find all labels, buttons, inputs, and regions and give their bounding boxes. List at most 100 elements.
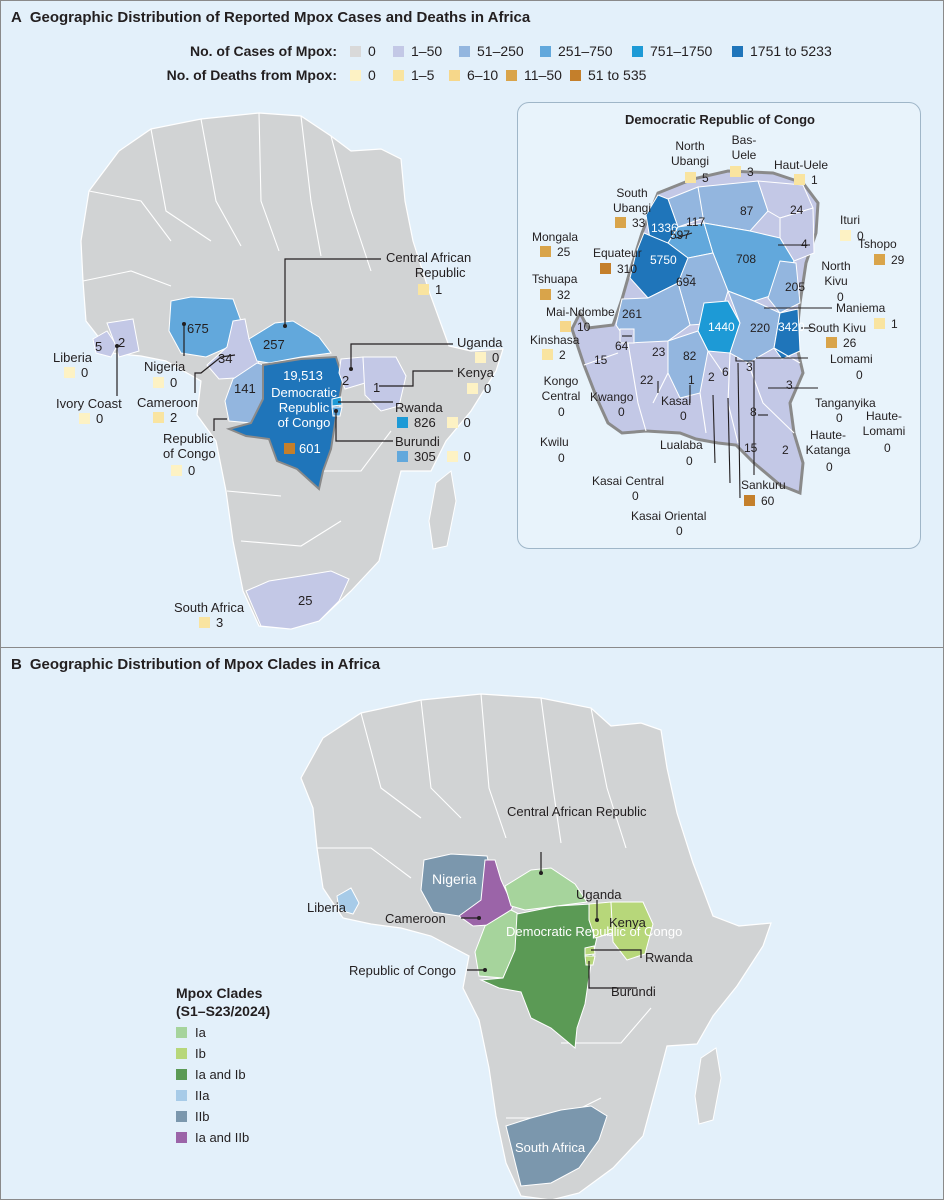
- kasai-cases: 82: [683, 349, 697, 363]
- tanganyika-deaths: 0: [836, 411, 843, 425]
- mongala-cases: 597: [670, 228, 691, 242]
- nigeria-label: Nigeria: [144, 359, 186, 374]
- rwanda-shape: [331, 396, 343, 407]
- b-drc-label: Democratic Republic of Congo: [506, 924, 682, 939]
- lualaba-deaths: 0: [686, 454, 693, 468]
- haute-katanga-label: Haute- Katanga: [805, 428, 851, 457]
- maniema-cases: 220: [750, 321, 771, 335]
- kenya-deaths: 0: [467, 381, 491, 396]
- cases-legend-item: 51–250: [459, 43, 524, 59]
- south-ubangi-label: South Ubangi: [612, 186, 652, 215]
- drc-label: Democratic Republic of Congo: [271, 385, 337, 430]
- tanganyika-cases: 3: [786, 378, 793, 392]
- clade-legend-item: IIb: [176, 1109, 270, 1125]
- haut-uele-label: Haut-Uele: [774, 158, 829, 172]
- ivory-coast-label: Ivory Coast: [56, 396, 122, 411]
- inset-title: Democratic Republic of Congo: [625, 112, 815, 127]
- ituri-shape: [779, 207, 815, 262]
- liberia-shape-b: [336, 887, 360, 915]
- kasai-oriental-deaths: 0: [676, 524, 683, 538]
- liberia-shape: [92, 330, 118, 358]
- car-shape-b: [504, 867, 588, 911]
- rwanda-label: Rwanda: [395, 400, 443, 415]
- mongala-deaths: 25: [540, 245, 570, 260]
- deaths-legend-item: 6–10: [449, 67, 498, 83]
- cases-legend-item: 1751 to 5233: [732, 43, 832, 59]
- tanganyika-label: Tanganyika: [815, 396, 876, 410]
- congo-deaths: 0: [171, 463, 195, 478]
- cameroon-label: Cameroon: [137, 395, 198, 410]
- cases-legend-title: No. of Cases of Mpox:: [189, 43, 337, 59]
- kasai-central-deaths: 0: [632, 489, 639, 503]
- north-ubangi-cases: 117: [686, 215, 706, 229]
- uganda-shape: [338, 356, 366, 390]
- sankuru-deaths: 60: [744, 494, 774, 509]
- car-cases: 257: [263, 337, 285, 352]
- lomami-cases: 3: [746, 360, 753, 374]
- maniema-shape: [727, 290, 781, 364]
- tshuapa-label: Tshuapa: [532, 272, 578, 286]
- mongala-label: Mongala: [532, 230, 579, 244]
- kenya-cases: 1: [373, 380, 381, 395]
- b-congo-label: Republic of Congo: [349, 963, 456, 978]
- lualaba-label: Lualaba: [660, 438, 703, 452]
- rwanda-values: 826 0: [397, 415, 471, 430]
- cases-legend-item: 251–750: [540, 43, 613, 59]
- south-africa-deaths: 3: [199, 615, 223, 630]
- south-africa-label: South Africa: [174, 600, 245, 615]
- clade-legend-item: Ia and Ib: [176, 1067, 270, 1083]
- liberia-label: Liberia: [53, 350, 93, 365]
- b-kenya-label: Kenya: [609, 915, 646, 930]
- kongo-central-cases: 15: [594, 353, 608, 367]
- south-kivu-shape: [773, 308, 801, 360]
- b-uganda-label: Uganda: [576, 887, 622, 902]
- country-borders-b: [317, 693, 652, 1119]
- uganda-label: Uganda: [457, 335, 503, 350]
- mai-ndombe-deaths: 10: [560, 320, 590, 335]
- uganda-shape-b: [588, 901, 616, 939]
- haute-katanga-cases: 2: [782, 443, 789, 457]
- south-ubangi-cases: 1336: [651, 221, 678, 235]
- b-liberia-label: Liberia: [307, 900, 347, 915]
- deaths-legend: No. of Deaths from Mpox: 0 1–5 6–10 11–5…: [1, 67, 943, 85]
- kasai-deaths: 0: [680, 409, 687, 423]
- kwango-label: Kwango: [590, 390, 634, 404]
- ituri-label: Ituri: [840, 213, 861, 227]
- kasai-central-cases: 1: [688, 373, 695, 387]
- kasai-oriental-cases: 6: [722, 365, 729, 379]
- b-car-label: Central African Republic: [507, 804, 647, 819]
- leader-lines-b: [461, 852, 642, 989]
- province-cases-15: 15: [744, 441, 758, 455]
- clade-legend-subtitle: (S1–S23/2024): [176, 1003, 271, 1019]
- south-kivu-cases: 3420: [778, 320, 805, 334]
- tshopo-cases: 708: [736, 252, 757, 266]
- b-nigeria-label: Nigeria: [432, 871, 477, 887]
- south-africa-shape-b: [505, 1105, 608, 1187]
- kinshasa-cases: 64: [615, 339, 629, 353]
- north-ubangi-deaths: 5: [685, 171, 709, 186]
- clade-legend-item: Ia: [176, 1025, 270, 1041]
- car-label: Central African Republic: [386, 250, 472, 280]
- burundi-values: 305 0: [397, 449, 471, 464]
- ivory-coast-shape: [106, 318, 140, 358]
- cases-legend-item: 0: [350, 43, 376, 59]
- congo-cases: 141: [234, 381, 256, 396]
- b-cameroon-label: Cameroon: [385, 911, 446, 926]
- kongo-central-deaths: 0: [558, 405, 565, 419]
- cases-legend-item: 751–1750: [632, 43, 712, 59]
- kwilu-label: Kwilu: [540, 435, 569, 449]
- sankuru-cases: 1440: [708, 320, 735, 334]
- kwilu-cases: 23: [652, 345, 666, 359]
- haute-lomami-label: Haute- Lomami: [862, 409, 906, 438]
- sankuru-label: Sankuru: [741, 478, 786, 492]
- north-kivu-label: North Kivu: [821, 259, 851, 288]
- mai-ndombe-shape: [615, 282, 691, 344]
- south-kivu-deaths: 26: [826, 336, 856, 351]
- south-africa-cases: 25: [298, 593, 313, 608]
- equateur-deaths: 310: [600, 262, 637, 277]
- burundi-label: Burundi: [395, 434, 440, 449]
- clade-legend-item: IIa: [176, 1088, 270, 1104]
- south-kivu-label: South Kivu: [808, 321, 867, 335]
- kwango-deaths: 0: [618, 405, 625, 419]
- kinshasa-deaths: 2: [542, 348, 566, 363]
